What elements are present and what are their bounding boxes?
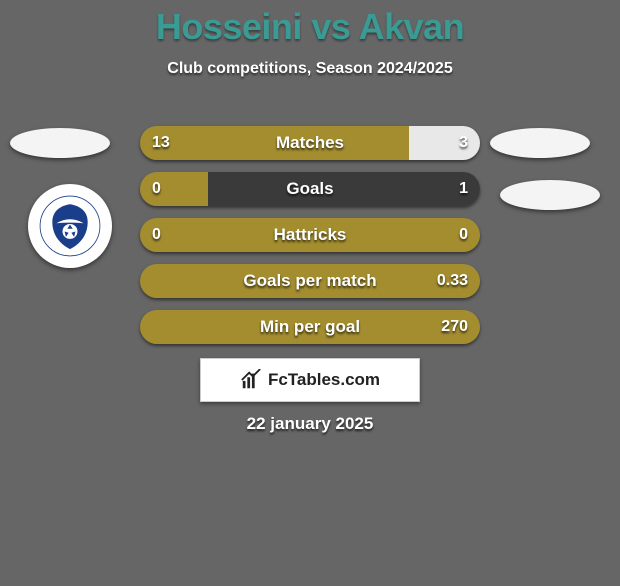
player-right-ellipse-2	[500, 180, 600, 210]
bar-track	[140, 264, 480, 298]
right-value: 0	[459, 218, 468, 252]
left-value: 0	[152, 218, 161, 252]
club-crest-left	[28, 184, 112, 268]
stat-row: Min per goal270	[0, 310, 620, 344]
bar-track	[140, 172, 480, 206]
bar-track	[140, 126, 480, 160]
brand-badge[interactable]: FcTables.com	[200, 358, 420, 402]
crest-icon	[36, 192, 104, 260]
brand-text: FcTables.com	[268, 370, 380, 390]
right-value: 3	[459, 126, 468, 160]
bar-left	[140, 126, 409, 160]
bar-left	[140, 264, 480, 298]
left-value: 13	[152, 126, 170, 160]
bar-left	[140, 172, 208, 206]
root: Hosseini vs Akvan Club competitions, Sea…	[0, 6, 620, 586]
date-line: 22 january 2025	[0, 414, 620, 434]
right-value: 0.33	[437, 264, 468, 298]
bar-left	[140, 218, 480, 252]
bar-right	[409, 126, 480, 160]
left-value: 0	[152, 172, 161, 206]
bar-track	[140, 218, 480, 252]
bar-left	[140, 310, 480, 344]
bar-chart-icon	[240, 369, 262, 391]
right-value: 1	[459, 172, 468, 206]
bar-track	[140, 310, 480, 344]
stat-row: Goals per match0.33	[0, 264, 620, 298]
player-left-ellipse	[10, 128, 110, 158]
bar-right	[208, 172, 480, 206]
page-title: Hosseini vs Akvan	[0, 6, 620, 48]
subtitle: Club competitions, Season 2024/2025	[0, 60, 620, 78]
right-value: 270	[441, 310, 468, 344]
player-right-ellipse	[490, 128, 590, 158]
